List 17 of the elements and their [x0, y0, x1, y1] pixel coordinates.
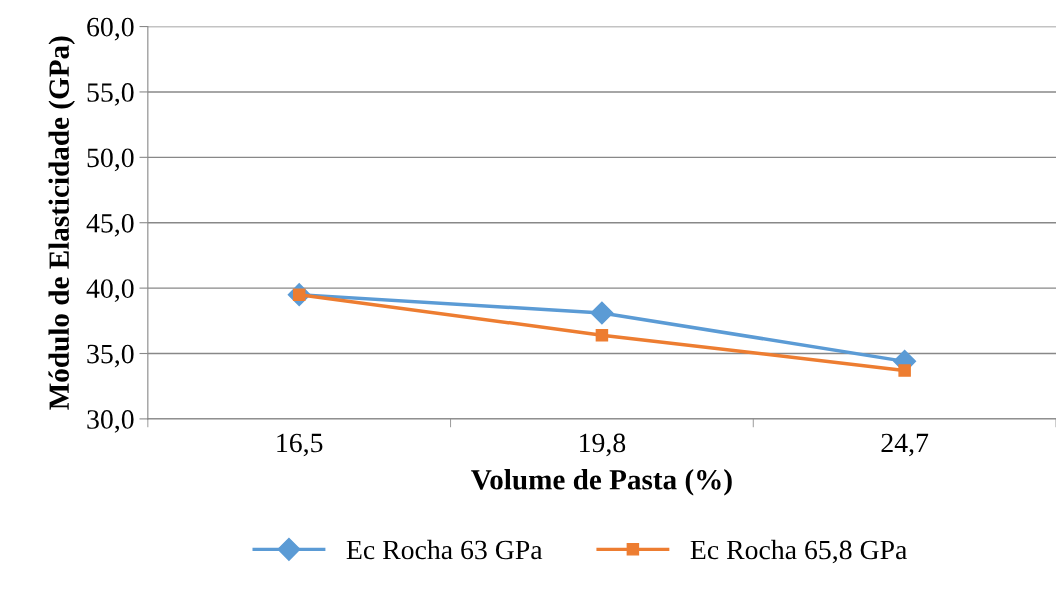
x-tick-label: 19,8 — [580, 433, 626, 457]
y-tick-label: 35,0 — [87, 344, 134, 368]
point — [898, 364, 911, 377]
y-tick-label: 40,0 — [86, 279, 134, 303]
legend-label: Ec Rocha 65,8 GPa — [690, 539, 907, 564]
y-tick-label: 55,0 — [87, 83, 134, 106]
y-tick-label: 50,0 — [87, 148, 134, 172]
x-axis-title: Volume de Pasta (%) — [471, 469, 732, 496]
y-tick-label: 45,0 — [86, 213, 134, 237]
x-tick-label: 16,5 — [277, 433, 323, 457]
point — [590, 301, 614, 325]
legend-label: Ec Rocha 63 GPa — [346, 539, 543, 560]
y-tick-label: 60,0 — [87, 17, 134, 41]
point — [595, 328, 609, 342]
x-tick-label: 24,7 — [881, 433, 929, 457]
y-tick-label: 30,0 — [87, 410, 134, 433]
y-axis-title: Módulo de Elasticidade (GPa) — [48, 36, 75, 410]
